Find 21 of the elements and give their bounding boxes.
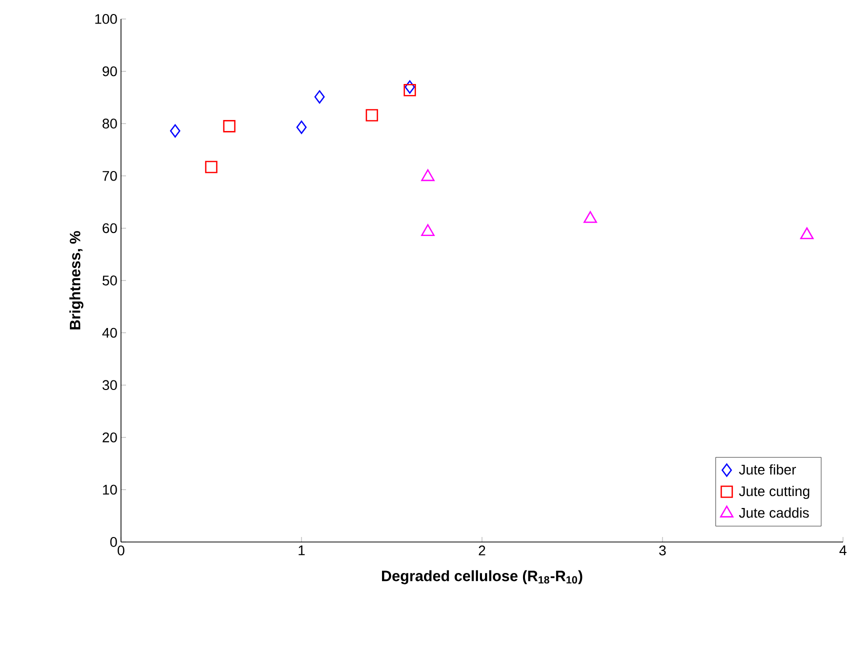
x-tick-label: 1 [298, 546, 305, 556]
legend-label: Jute cutting [739, 486, 810, 499]
y-tick-label: 70 [102, 170, 117, 181]
y-tick-label: 30 [102, 380, 117, 390]
x-axis-title: Degraded cellulose (R$_{18}$-R$_{10}$) [382, 570, 582, 584]
x-tick-label: 4 [839, 546, 846, 556]
y-tick-label: 20 [102, 432, 117, 442]
y-tick-label: 80 [102, 118, 117, 129]
x-tick-label: 0 [118, 546, 124, 556]
x-tick-label: 3 [659, 546, 666, 556]
y-axis-title: Brightness, % [69, 231, 84, 330]
legend-label: Jute fiber [739, 464, 796, 475]
x-tick-label: 2 [478, 546, 486, 556]
y-tick-label: 10 [103, 484, 117, 495]
y-tick-label: 50 [102, 276, 117, 286]
y-tick-label: 40 [102, 328, 117, 338]
y-tick-label: 100 [95, 14, 117, 24]
y-tick-label: 60 [102, 223, 117, 234]
y-tick-label: 90 [102, 66, 117, 76]
y-tick-label: 0 [110, 537, 117, 547]
legend-label: Jute caddis [739, 508, 809, 518]
